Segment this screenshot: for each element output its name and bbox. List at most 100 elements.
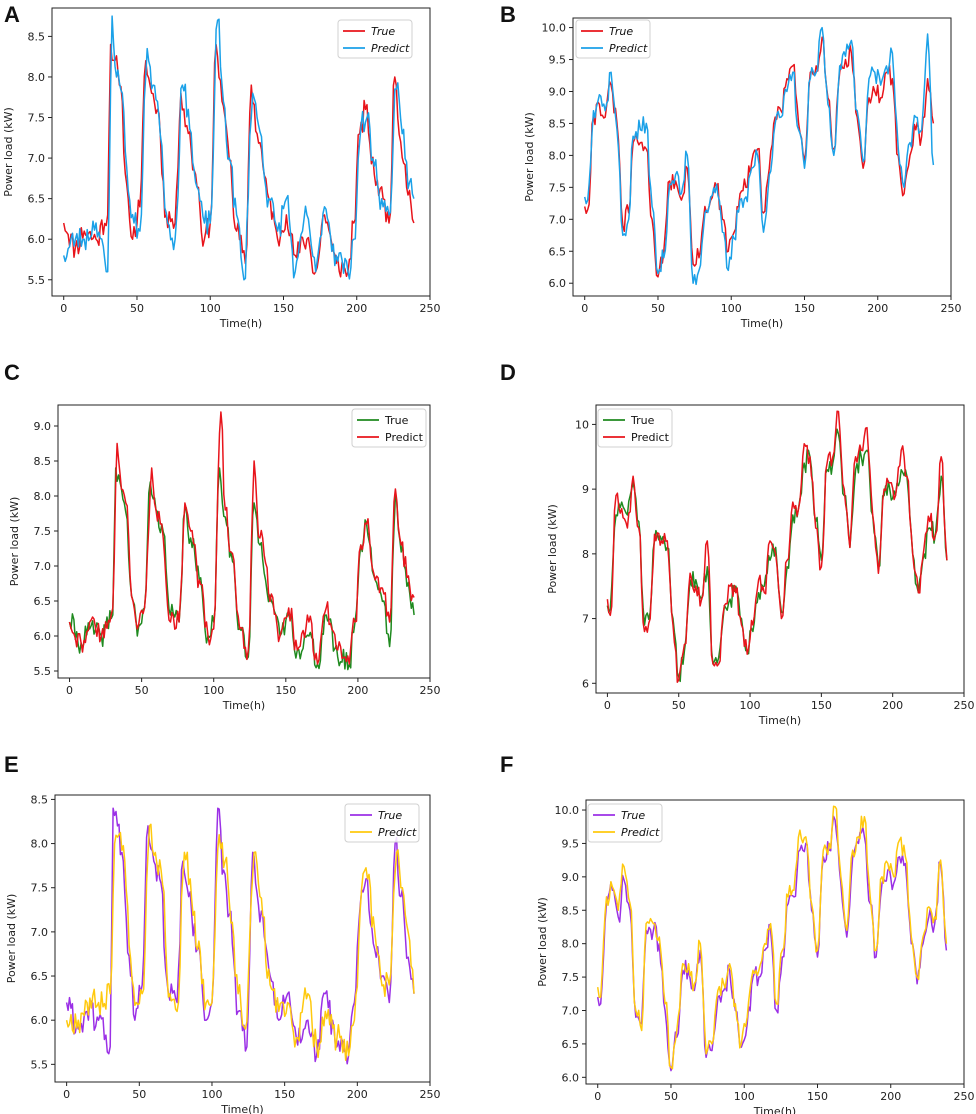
x-axis-label: Time(h) — [740, 317, 783, 330]
y-tick-label: 10.0 — [555, 804, 580, 817]
legend-label-predict: Predict — [631, 431, 670, 444]
x-tick-label: 200 — [867, 302, 888, 315]
x-tick-label: 100 — [721, 302, 742, 315]
x-tick-label: 150 — [274, 1088, 295, 1101]
y-tick-label: 7.0 — [34, 560, 52, 573]
panel-letter-d: D — [500, 360, 516, 385]
x-tick-label: 0 — [581, 302, 588, 315]
x-tick-label: 0 — [66, 684, 73, 697]
x-axis-label: Time(h) — [758, 714, 801, 727]
y-tick-label: 7.0 — [562, 1004, 580, 1017]
plot-frame — [54, 794, 431, 1083]
y-tick-label: 6.0 — [549, 277, 567, 290]
y-tick-label: 8.5 — [562, 904, 580, 917]
y-tick-label: 8.5 — [31, 793, 49, 806]
x-tick-label: 200 — [882, 699, 903, 712]
series-line-true — [65, 807, 415, 1065]
panel-letter-b: B — [500, 2, 516, 27]
y-tick-label: 9.5 — [562, 837, 580, 850]
y-tick-label: 6.0 — [34, 630, 52, 643]
legend-label-predict: Predict — [385, 431, 424, 444]
legend-label-predict: Predict — [609, 42, 648, 55]
x-tick-label: 150 — [811, 699, 832, 712]
y-axis-label: Power load (kW) — [523, 112, 536, 202]
y-tick-label: 9.0 — [34, 420, 52, 433]
panel-letter-c: C — [4, 360, 20, 385]
x-tick-label: 250 — [420, 302, 441, 315]
plot-frame — [585, 799, 965, 1085]
x-axis-label: Time(h) — [222, 699, 265, 712]
y-tick-label: 6.0 — [562, 1071, 580, 1084]
y-tick-label: 8.5 — [549, 117, 567, 130]
panel-letter-f: F — [500, 752, 514, 777]
x-tick-label: 250 — [954, 1090, 975, 1103]
y-tick-label: 6.5 — [549, 245, 567, 258]
y-tick-label: 6.0 — [28, 233, 46, 246]
y-tick-label: 7.0 — [549, 213, 567, 226]
y-tick-label: 6.0 — [31, 1014, 49, 1027]
series-line-true — [596, 815, 948, 1072]
plot-frame — [51, 7, 431, 297]
y-tick-label: 6.5 — [562, 1038, 580, 1051]
x-tick-label: 200 — [347, 684, 368, 697]
y-tick-label: 8 — [582, 548, 589, 561]
y-tick-label: 7.5 — [34, 525, 52, 538]
x-axis-label: Time(h) — [753, 1105, 796, 1114]
x-tick-label: 200 — [880, 1090, 901, 1103]
y-tick-label: 7.5 — [549, 181, 567, 194]
series-line-predict — [65, 823, 415, 1061]
y-axis-label: Power load (kW) — [546, 504, 559, 594]
y-tick-label: 6.5 — [31, 970, 49, 983]
plot-frame — [572, 17, 952, 297]
plot-frame — [595, 404, 965, 694]
y-tick-label: 10 — [575, 418, 589, 431]
y-tick-label: 8.5 — [34, 455, 52, 468]
legend-label-true: True — [609, 25, 633, 38]
y-axis-label: Power load (kW) — [8, 497, 21, 587]
y-tick-label: 8.0 — [31, 838, 49, 851]
x-axis-label: Time(h) — [220, 1103, 263, 1114]
panel-letter-e: E — [4, 752, 19, 777]
x-tick-label: 200 — [346, 302, 367, 315]
y-axis-label: Power load (kW) — [5, 894, 18, 984]
y-tick-label: 7.0 — [31, 926, 49, 939]
legend-label-predict: Predict — [621, 826, 660, 839]
y-tick-label: 7.5 — [562, 971, 580, 984]
x-tick-label: 100 — [201, 1088, 222, 1101]
x-tick-label: 50 — [664, 1090, 678, 1103]
y-tick-label: 5.5 — [31, 1058, 49, 1071]
x-tick-label: 150 — [807, 1090, 828, 1103]
y-tick-label: 9 — [582, 483, 589, 496]
x-tick-label: 100 — [740, 699, 761, 712]
y-tick-label: 10.0 — [542, 22, 567, 35]
series-line-predict — [596, 805, 948, 1070]
legend-label-predict: Predict — [371, 42, 410, 55]
x-tick-label: 0 — [604, 699, 611, 712]
y-tick-label: 8.0 — [34, 490, 52, 503]
x-tick-label: 100 — [734, 1090, 755, 1103]
panel-letter-a: A — [4, 2, 20, 27]
x-tick-label: 50 — [132, 1088, 146, 1101]
x-tick-label: 100 — [200, 302, 221, 315]
series-line-predict — [606, 410, 948, 683]
series-line-predict — [62, 15, 415, 281]
y-axis-label: Power load (kW) — [536, 897, 549, 987]
y-tick-label: 8.0 — [562, 938, 580, 951]
x-tick-label: 0 — [594, 1090, 601, 1103]
legend-label-true: True — [378, 809, 402, 822]
y-tick-label: 6 — [582, 677, 589, 690]
y-axis-label: Power load (kW) — [2, 107, 15, 197]
y-tick-label: 8.0 — [549, 149, 567, 162]
series-line-predict — [68, 411, 415, 665]
x-tick-label: 50 — [135, 684, 149, 697]
legend-label-predict: Predict — [378, 826, 417, 839]
series-line-predict — [583, 26, 935, 286]
x-tick-label: 100 — [203, 684, 224, 697]
x-tick-label: 0 — [63, 1088, 70, 1101]
legend-label-true: True — [371, 25, 395, 38]
series-line-true — [583, 36, 935, 278]
y-tick-label: 8.0 — [28, 71, 46, 84]
